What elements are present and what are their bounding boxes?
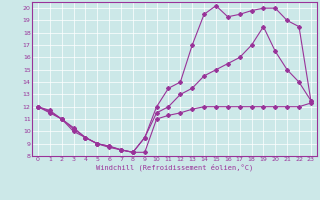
X-axis label: Windchill (Refroidissement éolien,°C): Windchill (Refroidissement éolien,°C)	[96, 164, 253, 171]
